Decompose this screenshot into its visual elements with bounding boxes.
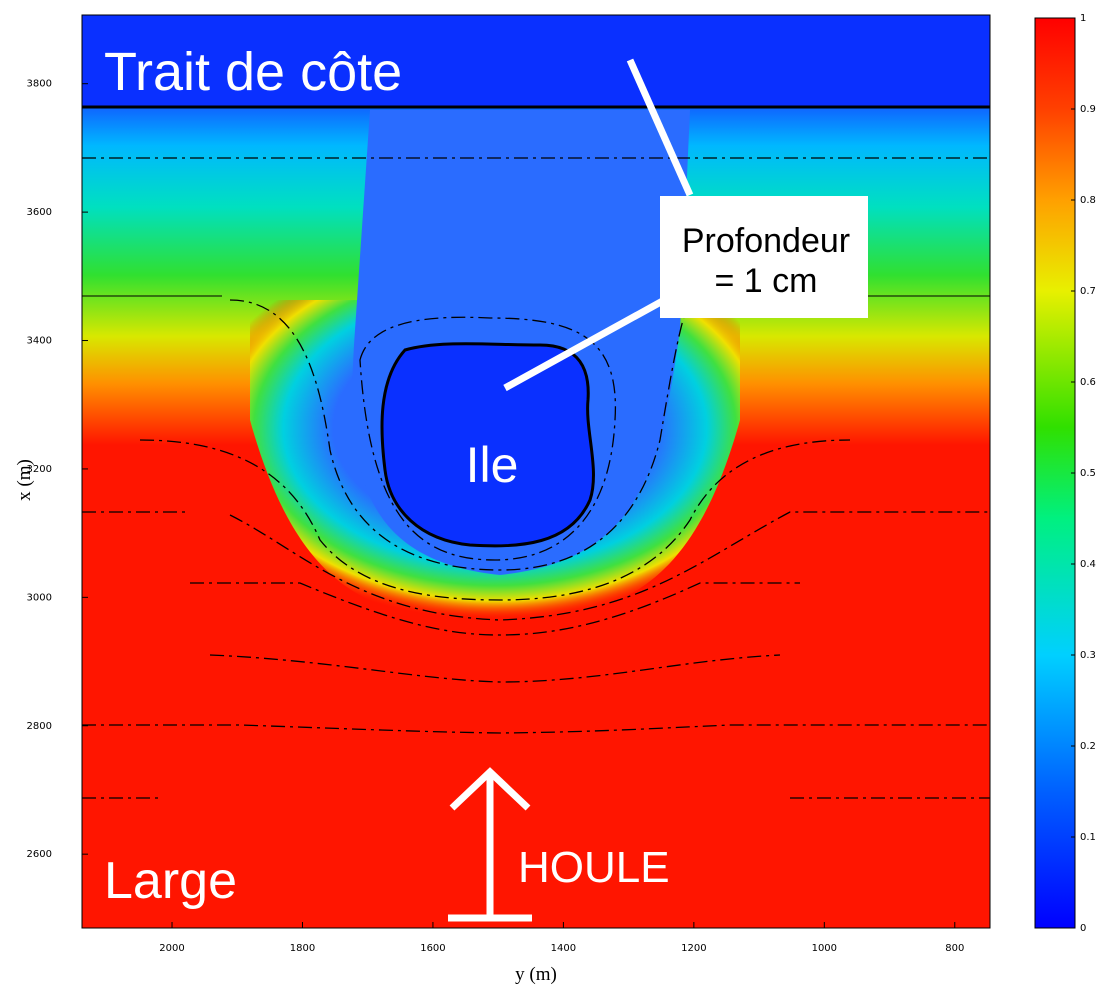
y-tick-label: 3200 (27, 464, 52, 475)
x-tick-label: 1200 (681, 943, 706, 954)
x-tick-label: 1800 (290, 943, 315, 954)
annotation: HOULE (518, 843, 670, 892)
field (82, 15, 990, 928)
y-tick-label: 3000 (27, 592, 52, 603)
houle-arrow (448, 767, 532, 922)
x-axis-label: y (m) (515, 964, 557, 985)
colorbar-tick-label: 0.5 (1080, 468, 1096, 479)
y-tick-label: 3400 (27, 336, 52, 347)
annotation: Ile (466, 437, 519, 493)
y-tick-label: 3600 (27, 207, 52, 218)
pointer-line (503, 294, 670, 392)
x-tick-label: 1000 (812, 943, 837, 954)
x-tick-label: 2000 (159, 943, 184, 954)
colorbar-tick-label: 0.2 (1080, 741, 1096, 752)
colorbar-tick-label: 0.9 (1080, 104, 1096, 115)
colorbar-tick-label: 0.1 (1080, 832, 1096, 843)
colorbar-tick-label: 0.6 (1080, 377, 1096, 388)
annotation: = 1 cm (715, 262, 818, 300)
x-tick-label: 800 (945, 943, 964, 954)
y-tick-label: 3800 (27, 79, 52, 90)
colorbar-tick-label: 0.3 (1080, 650, 1096, 661)
y-tick-label: 2800 (27, 721, 52, 732)
annotation: Large (104, 852, 237, 910)
colorbar-tick-label: 0 (1080, 923, 1086, 934)
colorbar-tick-label: 0.7 (1080, 286, 1096, 297)
pointer-line (626, 58, 694, 197)
colorbar (1034, 17, 1076, 929)
y-axis-label: x (m) (14, 459, 35, 501)
annotation-box (660, 196, 868, 318)
x-tick-label: 1400 (551, 943, 576, 954)
annotation: Profondeur (682, 222, 850, 260)
colorbar-tick-label: 0.8 (1080, 195, 1096, 206)
plot-frame (81, 14, 991, 929)
y-tick-label: 2600 (27, 849, 52, 860)
annotation: Trait de côte (104, 42, 402, 102)
colorbar-tick-label: 1 (1080, 13, 1086, 24)
x-tick-label: 1600 (420, 943, 445, 954)
colorbar-tick-label: 0.4 (1080, 559, 1096, 570)
